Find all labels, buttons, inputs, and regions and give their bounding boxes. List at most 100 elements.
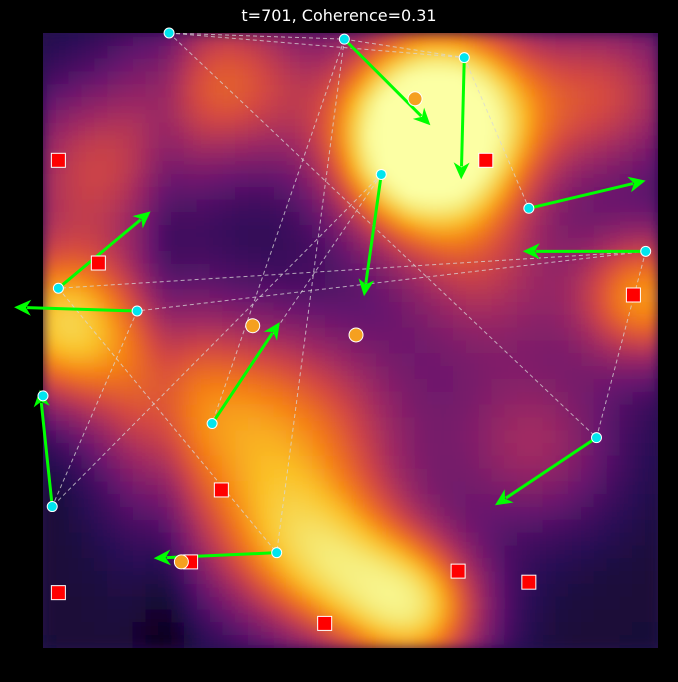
- heatmap-cell: [350, 404, 364, 418]
- obstacle-marker: [50, 152, 66, 168]
- heatmap-cell: [286, 622, 300, 636]
- heatmap-cell: [517, 430, 531, 444]
- heatmap-cell: [465, 84, 480, 98]
- heatmap-cell: [55, 225, 70, 239]
- heatmap-cell: [555, 622, 569, 636]
- heatmap-cell: [107, 33, 121, 47]
- heatmap-cell: [388, 327, 403, 342]
- heatmap-cell: [593, 494, 608, 508]
- heatmap-cell: [414, 250, 428, 265]
- heatmap-cell: [350, 635, 364, 648]
- heatmap-cell: [337, 161, 352, 175]
- heatmap-cell: [593, 468, 608, 483]
- heatmap-cell: [81, 97, 95, 111]
- heatmap-cell: [119, 45, 134, 60]
- heatmap-cell: [248, 199, 262, 213]
- heatmap-cell: [491, 622, 505, 636]
- heatmap-cell: [145, 583, 159, 598]
- heatmap-cell: [350, 583, 364, 598]
- agent-link: [137, 250, 646, 312]
- heatmap-cell: [119, 302, 134, 316]
- heatmap-cell: [401, 225, 416, 239]
- heatmap-cell: [542, 378, 557, 393]
- heatmap-cell: [132, 622, 147, 636]
- heatmap-cell: [337, 532, 352, 547]
- heatmap-cell: [517, 558, 531, 572]
- heatmap-cell: [350, 378, 364, 393]
- heatmap-cell: [581, 404, 595, 418]
- heatmap-cell: [171, 276, 185, 290]
- heatmap-cell: [581, 327, 595, 342]
- heatmap-cell: [43, 109, 57, 124]
- heatmap-cell: [593, 135, 608, 149]
- heatmap-cell: [209, 58, 223, 73]
- heatmap-cell: [94, 635, 108, 648]
- heatmap-cell: [312, 45, 326, 60]
- heatmap-cell: [581, 417, 595, 431]
- heatmap-cell: [196, 148, 211, 162]
- heatmap-cell: [312, 571, 326, 585]
- heatmap-cell: [209, 635, 223, 648]
- heatmap-cell: [388, 276, 403, 290]
- heatmap-cell: [235, 468, 249, 483]
- heatmap-cell: [478, 481, 493, 495]
- heatmap-cell: [440, 225, 454, 239]
- heatmap-cell: [183, 353, 198, 367]
- heatmap-cell: [491, 455, 505, 470]
- heatmap-cell: [453, 391, 467, 406]
- heatmap-cell: [593, 404, 608, 418]
- heatmap-cell: [286, 84, 300, 98]
- heatmap-cell: [286, 366, 300, 380]
- heatmap-cell: [606, 97, 621, 111]
- heatmap-cell: [619, 443, 633, 457]
- heatmap-cell: [286, 481, 300, 495]
- heatmap-cell: [260, 58, 275, 73]
- velocity-arrow: [14, 299, 138, 316]
- heatmap-cell: [132, 635, 147, 648]
- heatmap-cell: [299, 263, 313, 278]
- heatmap-cell: [145, 417, 159, 431]
- heatmap-cell: [478, 302, 493, 316]
- heatmap-cell: [440, 340, 454, 354]
- heatmap-cell: [555, 366, 569, 380]
- heatmap-cell: [465, 417, 480, 431]
- heatmap-cell: [222, 97, 236, 111]
- heatmap-cell: [209, 430, 223, 444]
- heatmap-cell: [465, 199, 480, 213]
- heatmap-cell: [376, 327, 390, 342]
- heatmap-cell: [504, 545, 518, 559]
- heatmap-cell: [388, 225, 403, 239]
- heatmap-cell: [376, 519, 390, 534]
- heatmap-cell: [119, 583, 134, 598]
- heatmap-cell: [529, 494, 544, 508]
- heatmap-cell: [119, 532, 134, 547]
- heatmap-cell: [568, 122, 582, 137]
- heatmap-cell: [581, 545, 595, 559]
- heatmap-cell: [529, 45, 544, 60]
- heatmap-cell: [593, 33, 608, 47]
- heatmap-cell: [388, 391, 403, 406]
- heatmap-cell: [529, 622, 544, 636]
- heatmap-cell: [299, 33, 313, 47]
- heatmap-cell: [581, 353, 595, 367]
- heatmap-cell: [299, 238, 313, 252]
- heatmap-cell: [132, 545, 147, 559]
- heatmap-cell: [209, 468, 223, 483]
- heatmap-cell: [542, 148, 557, 162]
- heatmap-cell: [542, 404, 557, 418]
- heatmap-cell: [196, 353, 211, 367]
- heatmap-cell: [43, 327, 57, 342]
- heatmap-cell: [363, 199, 377, 213]
- heatmap-cell: [286, 455, 300, 470]
- heatmap-cell: [260, 135, 275, 149]
- heatmap-cell: [55, 494, 70, 508]
- heatmap-cell: [145, 430, 159, 444]
- heatmap-cell: [581, 238, 595, 252]
- heatmap-cell: [81, 340, 95, 354]
- heatmap-cell: [542, 302, 557, 316]
- heatmap-cell: [593, 289, 608, 303]
- heatmap-cell: [235, 45, 249, 60]
- heatmap-cell: [440, 250, 454, 265]
- heatmap-cell: [504, 340, 518, 354]
- heatmap-cell: [581, 314, 595, 329]
